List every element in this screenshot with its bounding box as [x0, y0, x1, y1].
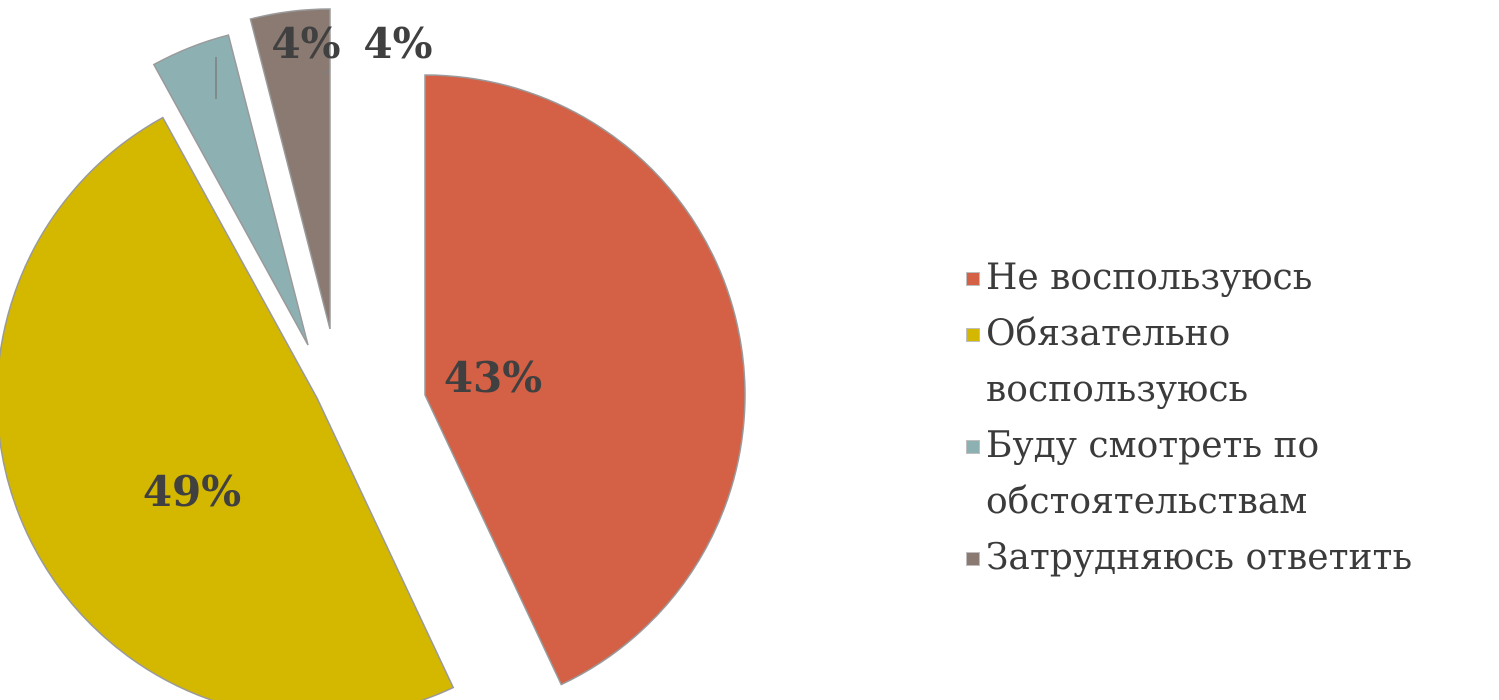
data-label-0: 43% [444, 353, 542, 402]
legend-label: Затрудняюсь ответить [986, 537, 1413, 578]
data-label-3: 4% [363, 19, 432, 68]
legend-label: Не воспользуюсь [986, 257, 1313, 298]
data-label-1: 49% [143, 467, 241, 516]
leader-line-3 [323, 69, 330, 75]
pie-plot-area: 43% 49% 4% 4% [0, 8, 746, 700]
legend-swatch [966, 272, 980, 286]
legend-swatch [966, 552, 980, 566]
legend-swatch [966, 328, 980, 342]
legend-swatch [966, 440, 980, 454]
data-label-2: 4% [271, 19, 340, 68]
legend-item-budu-smotret: Буду смотреть по обстоятельствам [966, 418, 1491, 530]
pie-slice-3 [249, 8, 331, 330]
pie-slice-2 [152, 34, 309, 346]
legend-item-zatrudnyayus: Затрудняюсь ответить [966, 530, 1491, 586]
legend-label: Буду смотреть по обстоятельствам [986, 425, 1320, 522]
chart-legend: Не воспользуюсь Обязательно воспользуюсь… [966, 250, 1491, 586]
legend-item-obyazatelno: Обязательно воспользуюсь [966, 306, 1491, 418]
pie-slice-0 [424, 74, 746, 686]
pie-slice-1 [0, 116, 455, 700]
legend-label: Обязательно воспользуюсь [986, 313, 1249, 410]
legend-item-ne-vospolzuyus: Не воспользуюсь [966, 250, 1491, 306]
